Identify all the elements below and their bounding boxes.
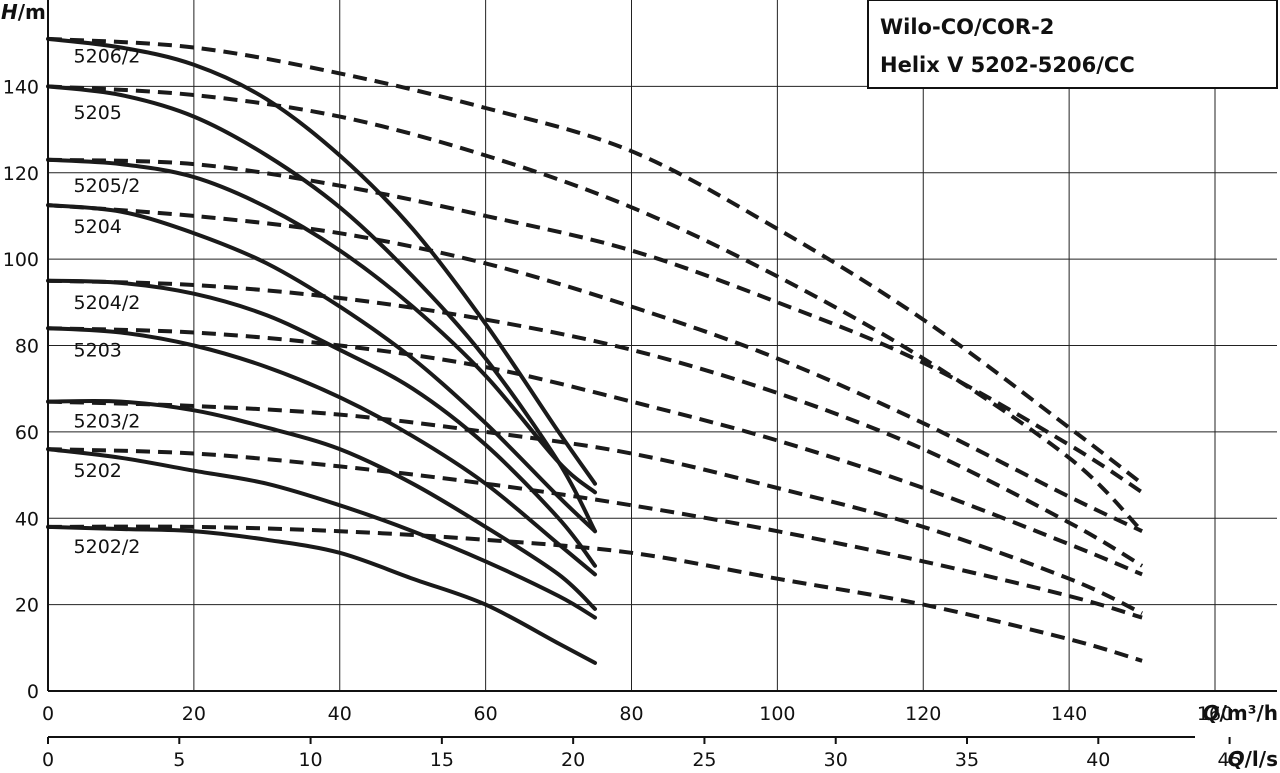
series-3-dashed-curve	[47, 203, 1143, 534]
x-tick-label: 160	[1197, 703, 1233, 725]
x2-tick-label: 25	[692, 749, 716, 771]
x-axis-unit: /m³/h	[1220, 701, 1278, 725]
x2-axis-unit: /l/s	[1245, 747, 1278, 771]
x2-tick-label: 10	[298, 749, 322, 771]
series-0-solid-curve	[46, 36, 597, 486]
x2-axis-variable: Q	[1228, 747, 1245, 771]
x-tick-label: 80	[619, 703, 643, 725]
series-7-dashed-curve	[47, 447, 1143, 620]
x-tick-label: 60	[474, 703, 498, 725]
series-6-solid-curve	[46, 398, 597, 611]
x2-tick-label: 40	[1086, 749, 1110, 771]
y-axis-unit: /m	[18, 0, 46, 24]
gridlines	[48, 0, 1277, 691]
x2-tick-label: 0	[42, 749, 54, 771]
series-5-solid-curve	[46, 326, 597, 577]
series-5-dashed-curve	[47, 326, 1143, 577]
chart-title-line-2: Helix V 5202-5206/CC	[880, 53, 1135, 77]
y-tick-label: 0	[27, 681, 39, 703]
y-tick-label: 20	[15, 595, 39, 617]
x2-tick-label: 30	[824, 749, 848, 771]
title-box: Wilo-CO/COR-2 Helix V 5202-5206/CC	[867, 0, 1278, 89]
x-tick-label: 20	[182, 703, 206, 725]
series-8-dashed-curve	[47, 524, 1143, 663]
series-5-label: 5203	[74, 339, 122, 361]
chart-title-line-1: Wilo-CO/COR-2	[880, 15, 1054, 39]
x-axis-label: Q/m³/h	[1203, 701, 1278, 725]
series-2-solid-curve	[46, 157, 597, 495]
x-axis-variable: Q	[1203, 701, 1220, 725]
x2-tick-label: 45	[1217, 749, 1241, 771]
axes: 0 20 40 60 80 100 120 140 0 20 40 60 80 100 120 140 160 0…	[3, 0, 1277, 771]
curve-labels-layer: 5206/2 5205 5205/2 5204 5204/2 5203 5203/2 5202…	[74, 46, 141, 558]
series-7-solid-curve	[46, 447, 597, 620]
x2-tick-label: 15	[430, 749, 454, 771]
y-tick-label: 80	[15, 336, 39, 358]
y-tick-label: 120	[3, 163, 39, 185]
series-2-label: 5205/2	[74, 175, 141, 197]
curves-layer	[46, 36, 1144, 665]
series-8-solid-curve	[46, 524, 597, 665]
x-tick-label: 100	[759, 703, 795, 725]
x2-tick-label: 20	[561, 749, 585, 771]
x-tick-label: 140	[1051, 703, 1087, 725]
series-1-label: 5205	[74, 102, 122, 124]
series-3-solid-curve	[46, 203, 597, 534]
series-3-label: 5204	[74, 216, 122, 238]
series-4-dashed-curve	[47, 278, 1144, 568]
series-2-dashed-curve	[47, 157, 1144, 494]
series-1-solid-curve	[46, 84, 597, 534]
title-box-frame	[867, 0, 1278, 89]
series-0-dashed-curve	[47, 36, 1144, 486]
x2-axis-label: Q/l/s	[1228, 747, 1278, 771]
x2-tick-label: 5	[173, 749, 185, 771]
x-tick-label: 120	[905, 703, 941, 725]
y-axis-variable: H	[1, 0, 18, 24]
y-tick-label: 140	[3, 76, 39, 98]
y-tick-label: 40	[15, 508, 39, 530]
x-tick-label: 0	[42, 703, 54, 725]
series-4-label: 5204/2	[74, 292, 141, 314]
y-axis-label: H/m	[1, 0, 46, 24]
y-tick-label: 100	[3, 249, 39, 271]
x-tick-label: 40	[328, 703, 352, 725]
y-tick-label: 60	[15, 422, 39, 444]
series-6-dashed-curve	[47, 399, 1143, 616]
series-0-label: 5206/2	[74, 46, 141, 68]
series-7-label: 5202	[74, 460, 122, 482]
series-6-label: 5203/2	[74, 411, 141, 433]
x2-tick-label: 35	[955, 749, 979, 771]
series-1-dashed-curve	[47, 84, 1144, 533]
series-8-label: 5202/2	[74, 536, 141, 558]
